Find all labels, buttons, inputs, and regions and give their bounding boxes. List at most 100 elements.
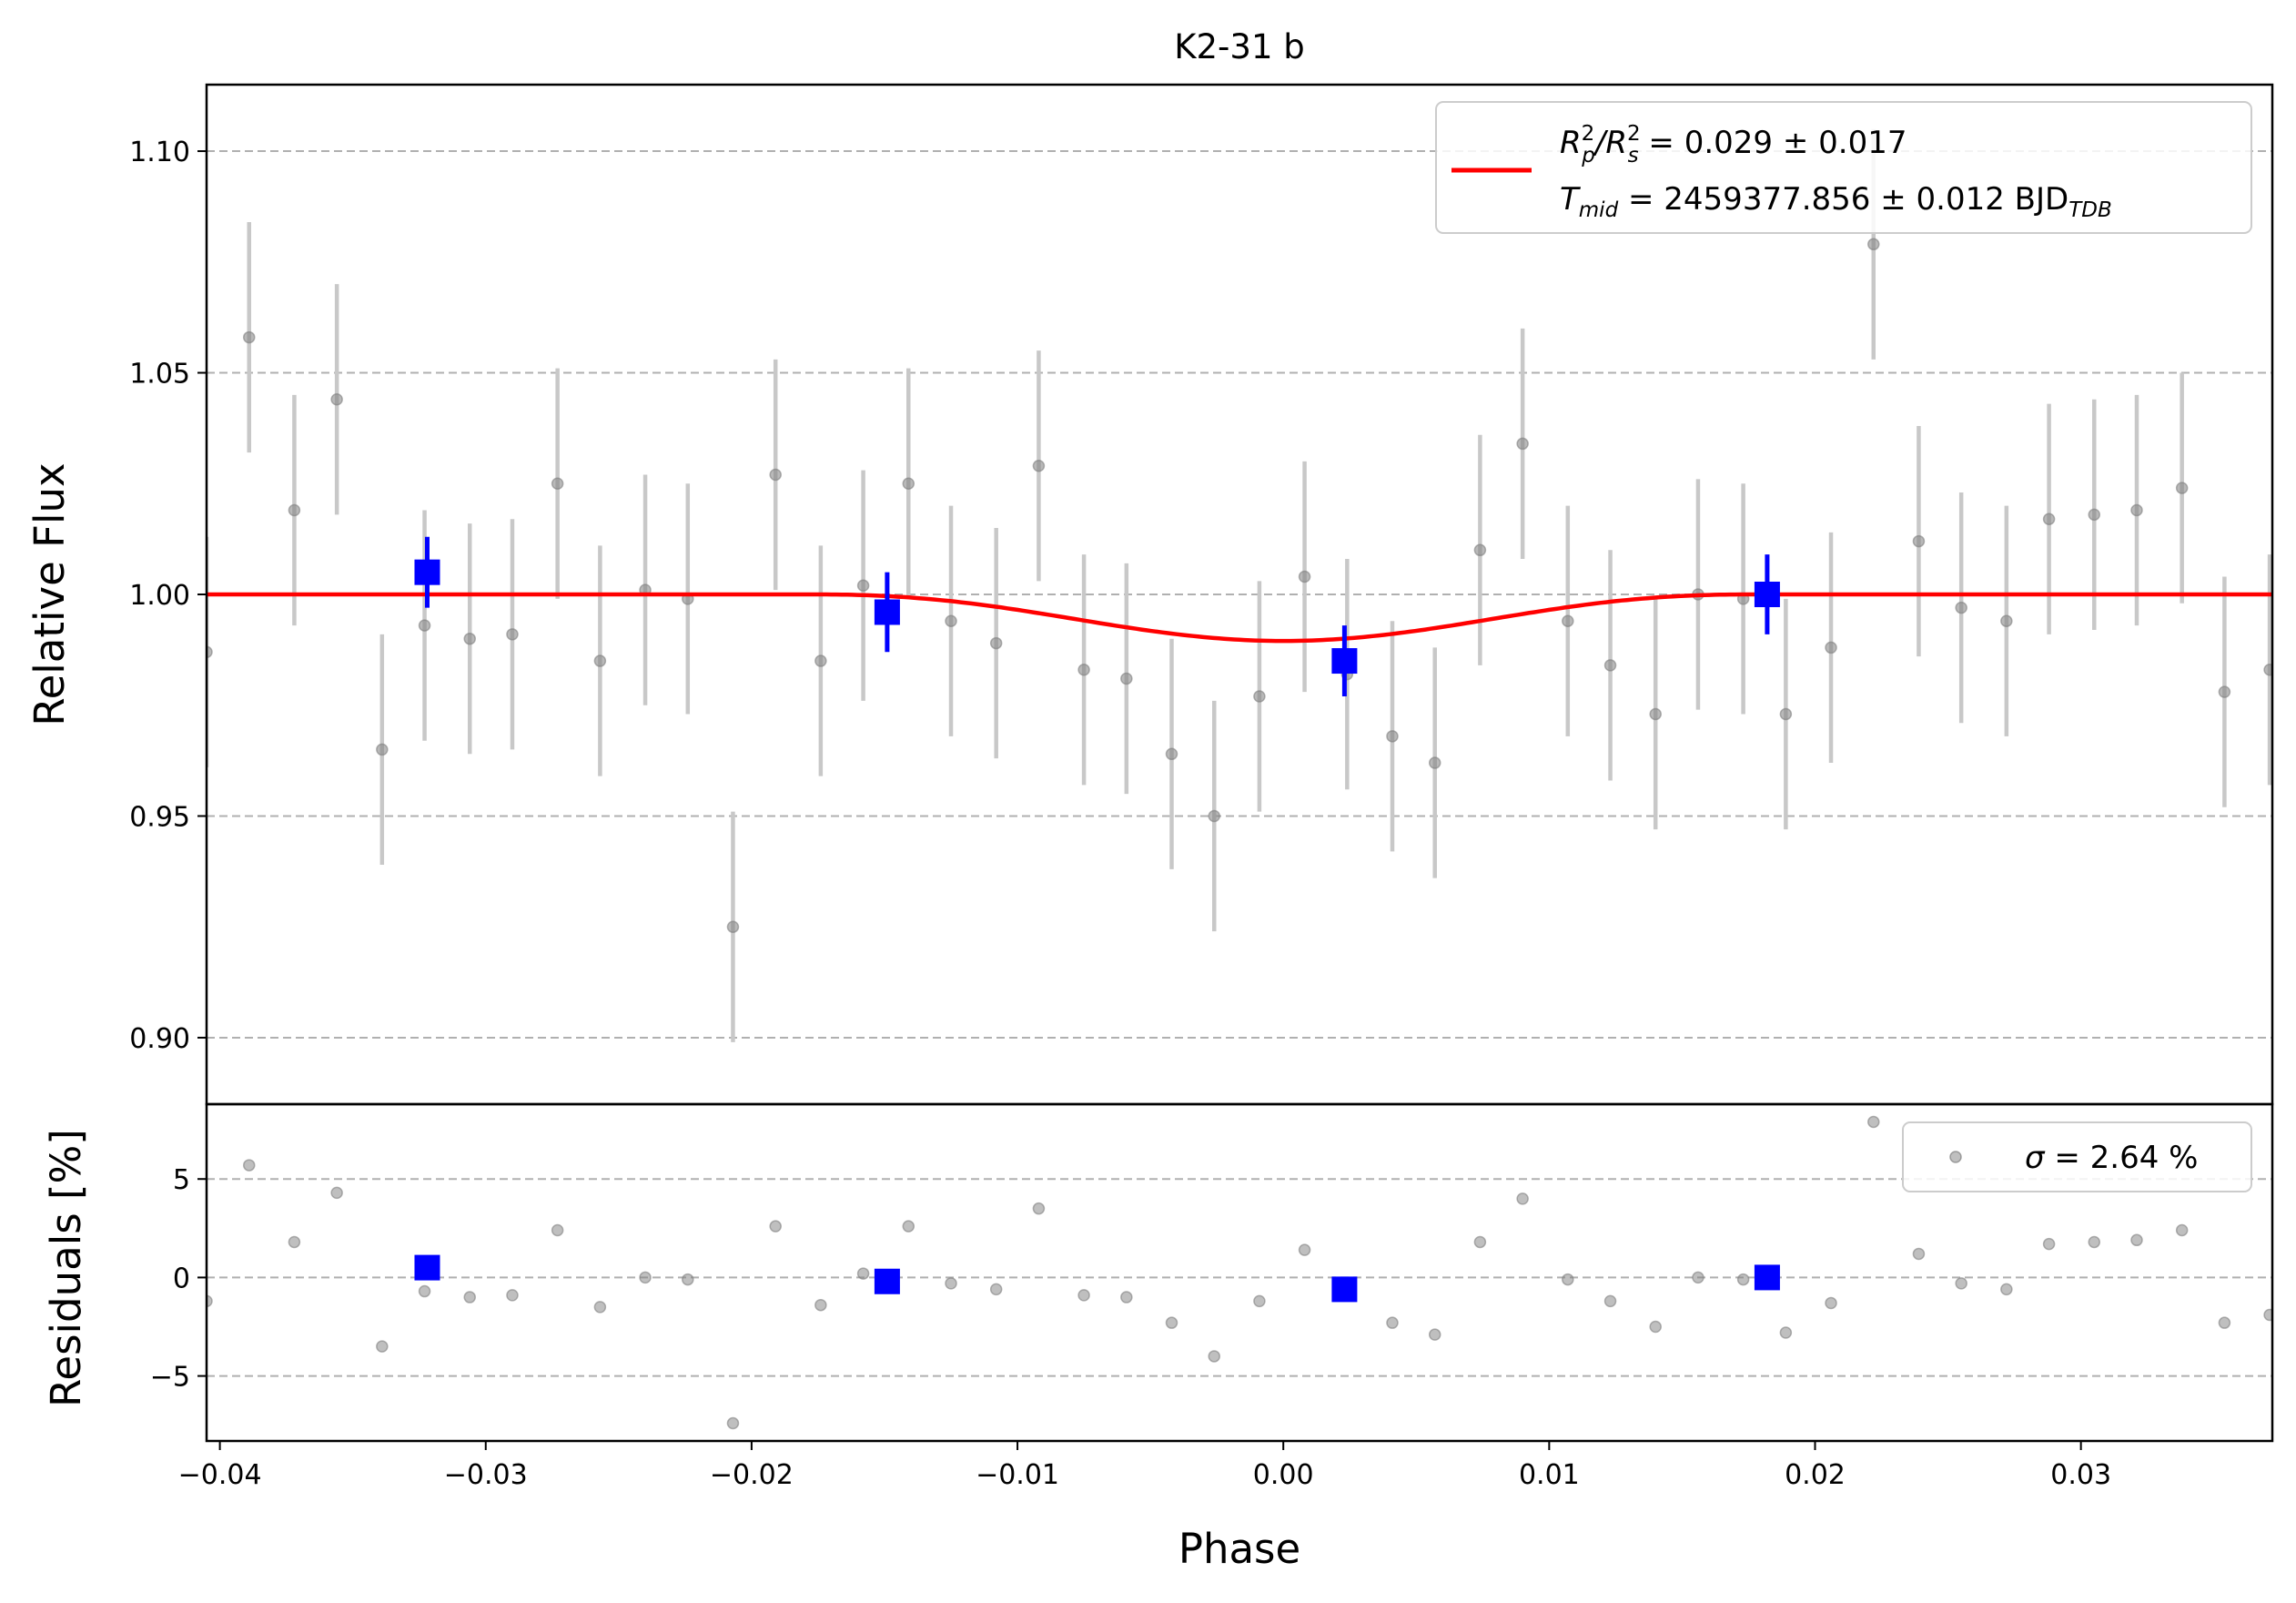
top-data-point bbox=[2042, 512, 2056, 525]
residual-point bbox=[551, 1223, 564, 1237]
top-data-point bbox=[726, 920, 740, 933]
residual-point bbox=[1603, 1294, 1617, 1308]
residual-point bbox=[506, 1289, 519, 1302]
residual-point bbox=[242, 1159, 256, 1172]
bottom-y-axis-label: Residuals [%] bbox=[42, 1129, 90, 1407]
top-data-point bbox=[376, 743, 389, 756]
top-data-point bbox=[1253, 690, 1266, 703]
x-tick-label: −0.02 bbox=[710, 1459, 794, 1491]
top-data-point bbox=[593, 654, 607, 667]
residual-point bbox=[330, 1186, 343, 1200]
residual-point bbox=[593, 1301, 607, 1314]
top-data-point bbox=[1516, 437, 1529, 451]
top-data-point bbox=[207, 645, 213, 659]
top-data-point bbox=[506, 628, 519, 641]
top-data-point bbox=[2088, 508, 2101, 522]
residual-point bbox=[1386, 1316, 1399, 1329]
top-binned-point bbox=[1331, 648, 1358, 675]
top-y-axis-label: Relative Flux bbox=[25, 462, 74, 725]
top-data-point bbox=[1779, 707, 1793, 721]
residual-point bbox=[1165, 1316, 1178, 1329]
residual-point bbox=[1120, 1291, 1133, 1304]
top-data-point bbox=[2000, 614, 2013, 627]
residual-point bbox=[418, 1284, 431, 1298]
x-ticks: −0.04 −0.03 −0.02 −0.01 0.00 0.01 0.02 0.03 bbox=[178, 1441, 2111, 1491]
residual-point bbox=[2000, 1283, 2013, 1296]
x-tick-label: 0.03 bbox=[2050, 1459, 2111, 1491]
legend-tmid-text: Tmid = 2459377.856 ± 0.012 BJDTDB bbox=[1560, 181, 2112, 222]
top-data-point bbox=[2130, 503, 2143, 517]
top-binned-points bbox=[414, 536, 1780, 696]
top-y-tick-label: 0.95 bbox=[129, 801, 190, 833]
top-data-point bbox=[856, 579, 870, 593]
top-data-point bbox=[288, 503, 301, 517]
residual-point bbox=[1867, 1115, 1880, 1129]
residual-point bbox=[726, 1416, 740, 1430]
top-data-point bbox=[1298, 570, 1311, 583]
residual-point bbox=[1208, 1350, 1220, 1363]
residual-point bbox=[2263, 1308, 2272, 1322]
residual-point bbox=[902, 1220, 915, 1233]
top-data-point bbox=[551, 477, 564, 491]
bottom-y-ticks: −5 0 5 bbox=[150, 1164, 207, 1394]
bottom-y-tick-label: 5 bbox=[173, 1164, 190, 1196]
residual-point bbox=[1649, 1320, 1662, 1334]
residual-point bbox=[1032, 1202, 1046, 1215]
top-errorbars bbox=[207, 128, 2272, 1042]
residual-point bbox=[376, 1340, 389, 1353]
bottom-legend: σ = 2.64 % bbox=[1902, 1121, 2252, 1192]
residual-point bbox=[2088, 1235, 2101, 1249]
residual-point bbox=[1779, 1326, 1793, 1339]
residual-point bbox=[463, 1291, 476, 1304]
residual-point bbox=[2130, 1233, 2143, 1247]
top-data-point bbox=[1120, 672, 1133, 685]
top-data-point bbox=[330, 392, 343, 406]
top-data-point bbox=[1032, 460, 1046, 472]
residual-point bbox=[945, 1277, 957, 1290]
residual-point bbox=[2218, 1316, 2231, 1329]
top-data-point bbox=[1562, 614, 1574, 627]
top-data-point bbox=[989, 636, 1003, 650]
top-data-point bbox=[902, 477, 915, 491]
residual-point bbox=[2042, 1237, 2056, 1251]
top-data-point bbox=[1867, 238, 1880, 251]
transit-model-line bbox=[207, 592, 2272, 644]
top-data-point bbox=[2263, 664, 2272, 676]
bottom-binned-point bbox=[1331, 1276, 1358, 1303]
x-tick-label: −0.03 bbox=[444, 1459, 528, 1491]
residual-point bbox=[769, 1220, 782, 1233]
top-data-points bbox=[207, 238, 2272, 933]
residual-point bbox=[989, 1283, 1003, 1296]
residual-point bbox=[207, 1294, 213, 1308]
top-data-point bbox=[814, 654, 827, 667]
top-legend-box bbox=[1435, 101, 2252, 234]
top-data-point bbox=[945, 614, 957, 627]
top-data-point bbox=[1473, 543, 1487, 557]
residual-point bbox=[1298, 1243, 1311, 1256]
residual-point bbox=[682, 1273, 694, 1286]
x-tick-label: 0.01 bbox=[1519, 1459, 1580, 1491]
top-data-point bbox=[1955, 601, 1967, 614]
bottom-data-points bbox=[207, 1115, 2272, 1430]
top-data-point bbox=[2218, 685, 2231, 698]
bottom-binned-point bbox=[1754, 1264, 1780, 1291]
x-tick-label: 0.00 bbox=[1253, 1459, 1314, 1491]
x-tick-label: −0.04 bbox=[178, 1459, 262, 1491]
residual-point bbox=[2175, 1223, 2189, 1237]
legend-depth-text: R2 p/R2 s = 0.029 ± 0.017 bbox=[1560, 122, 1907, 167]
residual-point bbox=[814, 1298, 827, 1312]
top-data-point bbox=[1649, 707, 1662, 721]
top-data-point bbox=[418, 619, 431, 632]
residual-point bbox=[1736, 1273, 1750, 1286]
residual-point bbox=[1253, 1294, 1266, 1308]
top-data-point bbox=[242, 330, 256, 344]
bottom-plot-frame bbox=[205, 1102, 2274, 1443]
top-data-point bbox=[1912, 534, 1926, 548]
x-tick-label: −0.01 bbox=[976, 1459, 1059, 1491]
x-tick-label: 0.02 bbox=[1785, 1459, 1846, 1491]
top-model bbox=[207, 592, 2272, 644]
bottom-binned-points bbox=[414, 1254, 1780, 1303]
top-y-ticks: 0.90 0.95 1.00 1.05 1.10 bbox=[129, 137, 207, 1055]
top-legend: R2 p/R2 s = 0.029 ± 0.017 Tmid = 2459377.8… bbox=[1435, 101, 2252, 234]
